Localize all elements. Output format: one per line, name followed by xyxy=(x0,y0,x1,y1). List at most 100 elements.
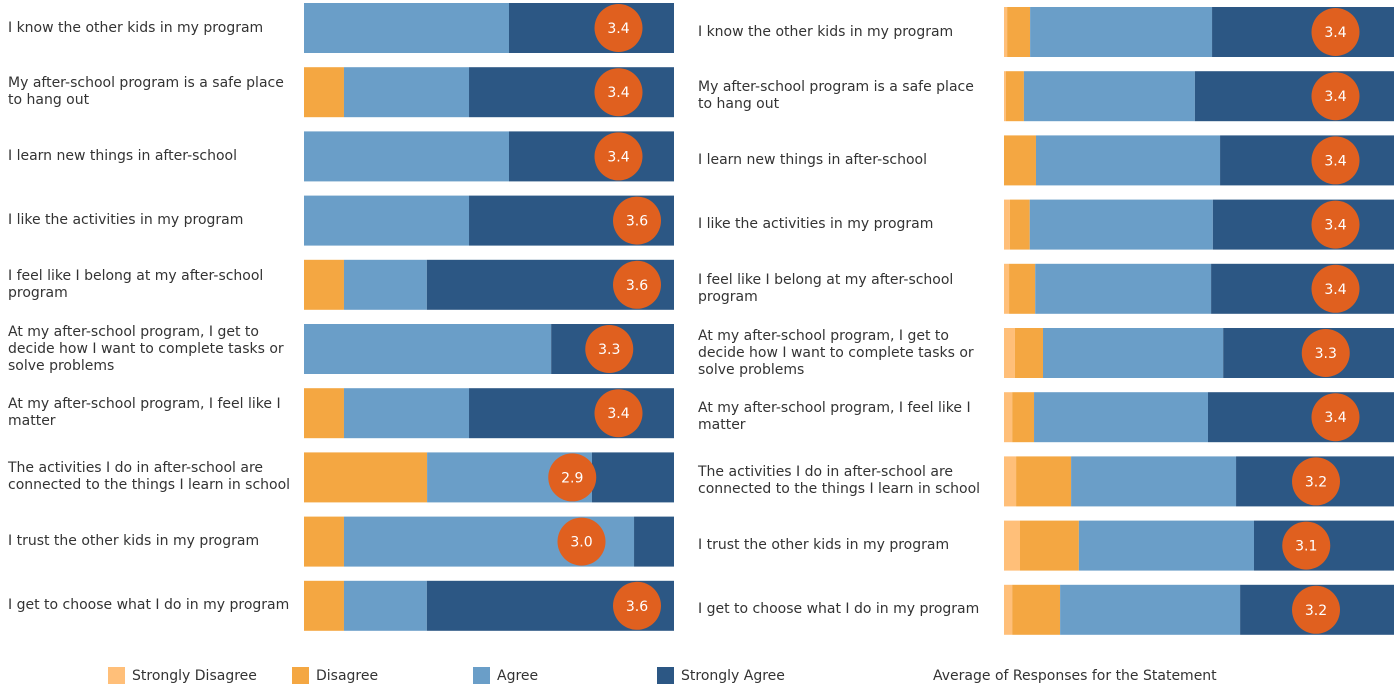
bar-segment xyxy=(304,259,344,310)
legend-swatch xyxy=(292,667,309,684)
bar-segment xyxy=(1060,584,1241,635)
bar-segment xyxy=(343,67,470,118)
bar-segment xyxy=(1035,135,1221,186)
legend-swatch xyxy=(108,667,125,684)
category-label: I like the activities in my program xyxy=(698,216,934,233)
bar-segment xyxy=(1016,456,1072,507)
average-label: 3.2 xyxy=(1305,474,1327,490)
category-label: I get to choose what I do in my program xyxy=(8,597,290,614)
average-label: 3.4 xyxy=(607,85,629,101)
average-label: 3.6 xyxy=(626,214,648,230)
category-label: The activities I do in after-school are … xyxy=(8,460,291,494)
bar-segment xyxy=(343,388,470,439)
bar-segment xyxy=(1211,263,1394,314)
average-marker xyxy=(1292,585,1340,634)
average-marker xyxy=(1301,329,1350,377)
category-label: I know the other kids in my program xyxy=(8,19,264,36)
bar-segment xyxy=(1004,520,1020,571)
bar-segment xyxy=(591,452,674,503)
average-marker xyxy=(1311,72,1360,121)
average-label: 3.2 xyxy=(1305,603,1327,619)
bar-segment xyxy=(1009,199,1030,250)
bar-segment xyxy=(304,452,428,503)
bar-segment xyxy=(1078,520,1254,571)
category-label: I like the activities in my program xyxy=(8,212,244,229)
bar-segment xyxy=(1071,456,1237,507)
bar-segment xyxy=(1030,7,1213,57)
bar-segment xyxy=(1207,392,1394,443)
average-label: 3.3 xyxy=(1315,346,1337,362)
legend-label: Disagree xyxy=(316,668,379,684)
legend-label: Strongly Disagree xyxy=(132,668,257,684)
average-marker xyxy=(1311,136,1360,185)
bar-segment xyxy=(634,516,674,567)
bar-segment xyxy=(508,3,674,53)
average-marker xyxy=(1311,200,1360,249)
bar-segment xyxy=(1009,263,1036,314)
average-marker xyxy=(613,581,661,630)
bar-segment xyxy=(1004,456,1017,507)
legend-label: Average of Responses for the Statement xyxy=(933,668,1217,684)
bar-segment xyxy=(1019,520,1079,571)
average-label: 3.4 xyxy=(1324,153,1346,169)
average-marker xyxy=(1282,521,1331,570)
bar-segment xyxy=(1212,7,1394,57)
bar-segment xyxy=(469,388,674,439)
average-label: 2.9 xyxy=(561,470,583,486)
bar-segment xyxy=(343,259,427,310)
average-marker xyxy=(594,4,643,52)
average-marker xyxy=(1292,457,1340,506)
bar-segment xyxy=(1004,135,1036,186)
bar-segment xyxy=(1004,7,1008,57)
average-marker xyxy=(594,132,643,181)
bar-segment xyxy=(469,67,674,118)
bar-segment xyxy=(304,516,344,567)
category-label: I trust the other kids in my program xyxy=(698,537,950,554)
average-label: 3.4 xyxy=(1324,25,1346,41)
legend-swatch xyxy=(657,667,674,684)
average-label: 3.6 xyxy=(626,278,648,294)
average-label: 3.3 xyxy=(598,342,620,358)
average-marker xyxy=(613,196,661,245)
average-label: 3.4 xyxy=(607,21,629,37)
legend-label: Strongly Agree xyxy=(681,668,785,684)
average-label: 3.4 xyxy=(607,149,629,165)
bar-segment xyxy=(1007,7,1031,57)
bar-segment xyxy=(1212,199,1394,250)
bar-segment xyxy=(304,195,470,246)
average-label: 3.1 xyxy=(1295,539,1317,555)
average-marker xyxy=(585,325,634,373)
average-label: 3.4 xyxy=(607,406,629,422)
average-label: 3.6 xyxy=(626,599,648,615)
category-label: The activities I do in after-school are … xyxy=(698,464,981,498)
average-marker xyxy=(1311,264,1360,313)
category-label: At my after-school program, I feel like … xyxy=(698,400,971,434)
bar-segment xyxy=(304,388,344,439)
bar-segment xyxy=(1014,328,1043,378)
average-marker xyxy=(594,68,643,117)
bar-segment xyxy=(1194,71,1394,122)
category-label: At my after-school program, I feel like … xyxy=(8,396,281,430)
category-label: My after-school program is a safe place … xyxy=(8,75,284,109)
bar-segment xyxy=(1004,263,1010,314)
average-marker xyxy=(594,389,643,438)
category-label: At my after-school program, I get to dec… xyxy=(8,323,284,374)
average-marker xyxy=(548,453,597,502)
bar-segment xyxy=(1005,71,1024,122)
bar-segment xyxy=(1220,135,1394,186)
average-marker xyxy=(1311,393,1360,442)
average-marker xyxy=(613,260,661,309)
category-label: I feel like I belong at my after-school … xyxy=(8,267,264,301)
average-label: 3.4 xyxy=(1324,89,1346,105)
bar-segment xyxy=(1004,392,1013,443)
bar-segment xyxy=(304,67,344,118)
average-marker xyxy=(1311,8,1360,56)
category-label: I feel like I belong at my after-school … xyxy=(698,271,954,305)
bar-segment xyxy=(304,131,509,182)
average-label: 3.0 xyxy=(570,535,592,551)
bar-segment xyxy=(1034,392,1208,443)
bar-segment xyxy=(343,580,427,631)
bar-segment xyxy=(1004,584,1013,635)
average-label: 3.4 xyxy=(1324,218,1346,234)
